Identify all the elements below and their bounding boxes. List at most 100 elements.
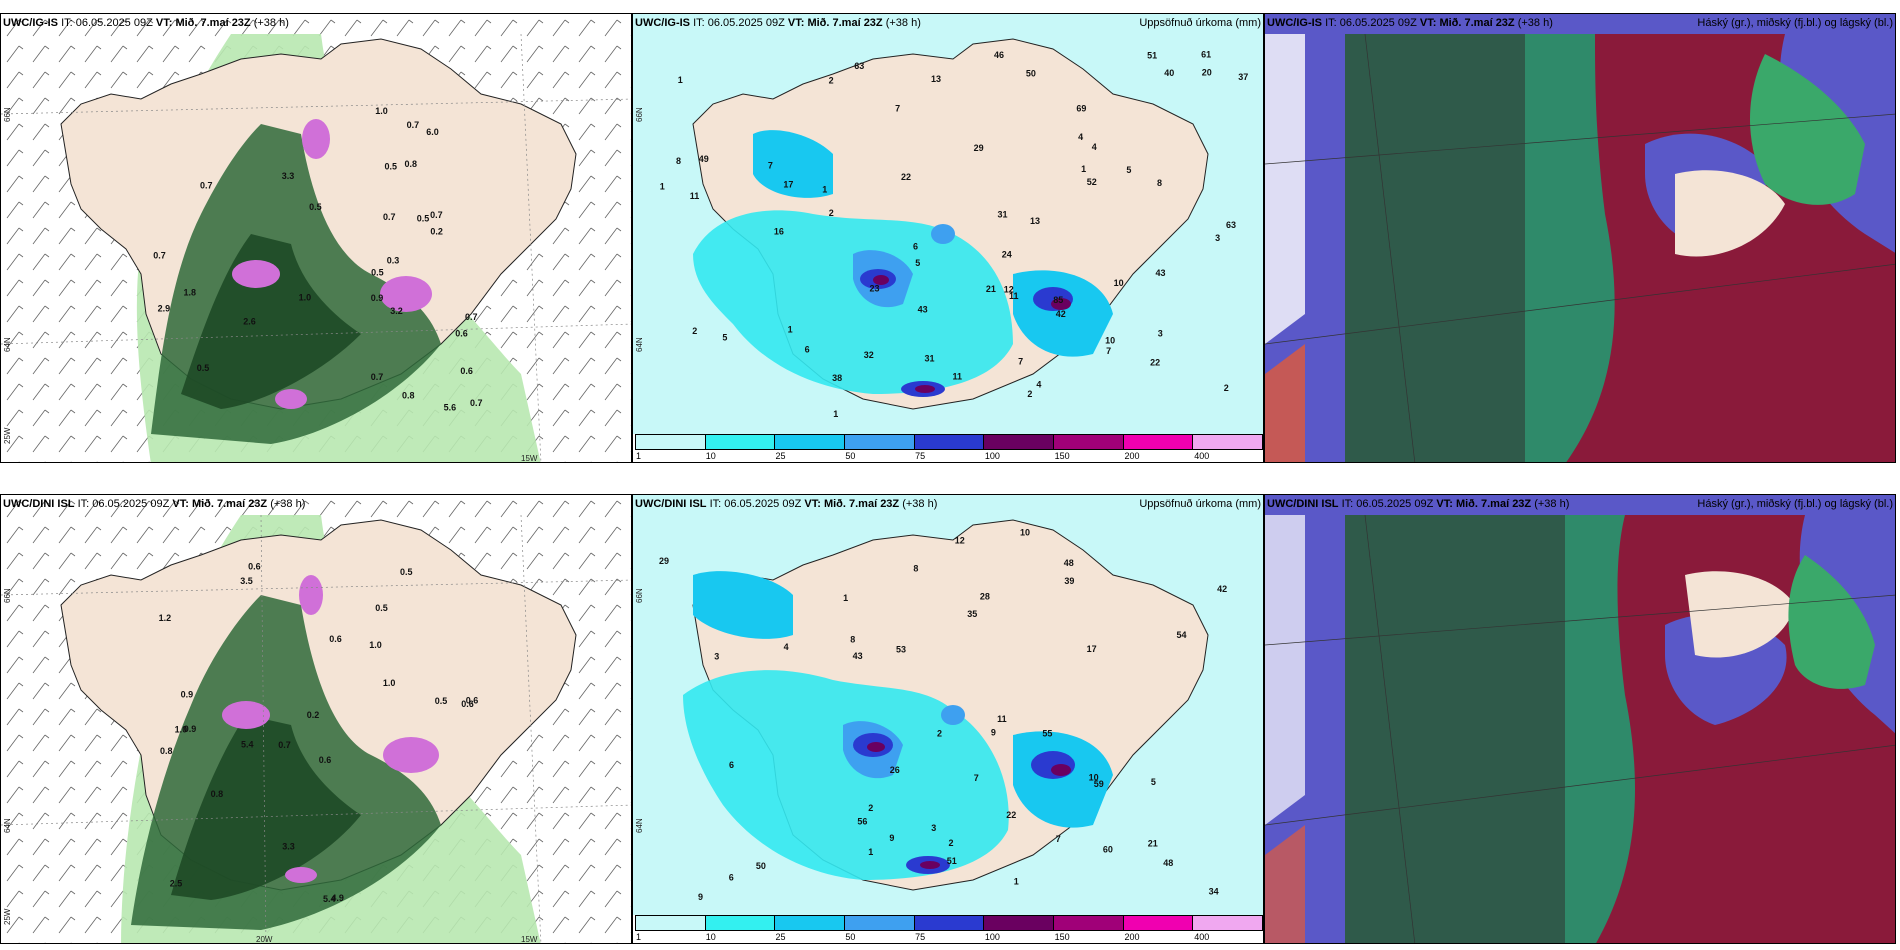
map-value-label: 13 <box>1030 216 1040 226</box>
map-value-label: 0.9 <box>184 724 197 734</box>
map-value-label: 1.0 <box>375 106 388 116</box>
colorbar-label: 1 <box>636 451 642 461</box>
map-value-label: 37 <box>1238 72 1248 82</box>
map-value-label: 2.5 <box>170 878 183 888</box>
colorbar-segment <box>845 435 915 449</box>
model-name: UWC/IG-IS <box>1267 17 1322 29</box>
wind-map-panel-1: 0.9 0.7 0.5 0.6 0.7 0.8 0.7 0.5 0.6 0.8 0.3 0.5 2.9 3… <box>0 13 632 463</box>
map-value-label: 8 <box>1157 178 1162 188</box>
lat-label: 64N <box>635 818 644 833</box>
map-value-label: 6 <box>913 242 918 252</box>
map-value-label: 3.3 <box>282 171 295 181</box>
map-value-label: 1 <box>868 847 873 857</box>
colorbar-segment <box>1054 916 1124 930</box>
map-value-label: 0.7 <box>383 212 396 222</box>
lat-label: 66N <box>3 588 12 603</box>
it-label: IT: <box>709 498 722 510</box>
lon-label: 15W <box>521 454 538 463</box>
colorbar-segment <box>1193 916 1263 930</box>
map-value-label: 38 <box>832 373 842 383</box>
map-value-label: 13 <box>931 74 941 84</box>
panel-header: UWC/IG-IS IT: 06.05.2025 09Z VT: Mið. 7.… <box>3 17 289 29</box>
map-value-label: 54 <box>1177 630 1187 640</box>
map-value-label: 0.3 <box>387 256 400 266</box>
vt-label: VT: <box>1436 498 1453 510</box>
map-value-label: 8 <box>913 564 918 574</box>
map-value-label: 11 <box>953 372 963 382</box>
map-value-label: 5 <box>722 333 727 343</box>
map-value-label: 1 <box>843 593 848 603</box>
model-name: UWC/DINI ISL <box>3 498 75 510</box>
map-value-label: 6 <box>729 872 734 882</box>
lat-label: 66N <box>3 107 12 122</box>
map-value-label: 3.5 <box>240 576 253 586</box>
map-value-label: 43 <box>853 651 863 661</box>
colorbar-label: 400 <box>1194 451 1210 461</box>
map-value-label: 3.3 <box>282 842 295 852</box>
wind-map-labels-2: 0.6 0.5 0.6 0.7 0.6 0.9 1.2 1.0 0.8 0.6 0.2 2.5 3.5 5… <box>159 561 479 904</box>
colorbar-label: 400 <box>1194 932 1210 942</box>
map-value-label: 7 <box>1018 356 1023 366</box>
map-value-label: 16 <box>774 227 784 237</box>
map-value-label: 31 <box>925 354 935 364</box>
lon-label: 15W <box>521 935 538 944</box>
map-value-label: 63 <box>854 61 864 71</box>
map-value-label: 21 <box>1148 839 1158 849</box>
map-value-label: 20 <box>1202 67 1212 77</box>
map-value-label: 5.4 <box>241 740 254 750</box>
map-value-label: 9 <box>698 892 703 902</box>
map-value-label: 10 <box>1105 336 1115 346</box>
map-value-label: 53 <box>896 644 906 654</box>
colorbar-label: 10 <box>705 451 716 461</box>
colorbar-label: 200 <box>1124 451 1140 461</box>
it-value: 06.05.2025 09Z <box>75 17 153 29</box>
map-value-label: 3 <box>714 652 719 662</box>
map-value-label: 1.2 <box>159 613 172 623</box>
map-value-label: 2 <box>1224 383 1229 393</box>
map-value-label: 1 <box>822 185 827 195</box>
colorbar-segment <box>636 916 706 930</box>
map-value-label: 0.5 <box>371 267 384 277</box>
colorbar-label: 10 <box>705 932 716 942</box>
map-value-label: 0.8 <box>211 789 224 799</box>
colorbar-label: 150 <box>1054 451 1070 461</box>
wind-map-labels-1: 0.90.70.50.60.70.80.70.50.60.80.30.52.9 3… <box>153 106 482 412</box>
it-value: 06.05.2025 09Z <box>1356 498 1434 510</box>
lat-label: 64N <box>635 337 644 352</box>
it-label: IT: <box>77 498 90 510</box>
map-value-label: 1 <box>1014 877 1019 887</box>
vt-value: Mið. 7.maí 23Z <box>1455 498 1532 510</box>
map-value-label: 0.2 <box>307 710 320 720</box>
map-value-label: 12 <box>955 536 965 546</box>
map-value-label: 0.8 <box>402 391 415 401</box>
lon-label: 20W <box>256 935 273 944</box>
precip-map-panel-1: 4 2 1 7 5 7 3 2 5 6 5 8 6 12 52 51 11 40 10 8 10 11 38 7 13 4 16 17… <box>632 13 1264 463</box>
map-value-label: 29 <box>974 143 984 153</box>
map-value-label: 1 <box>788 325 793 335</box>
lead-time: (+38 h) <box>1534 498 1570 510</box>
precip-max-blob <box>232 260 280 288</box>
map-value-label: 7 <box>1056 834 1061 844</box>
map-value-label: 7 <box>1106 346 1111 356</box>
map-value-label: 0.5 <box>375 603 388 613</box>
wind-map-svg-2: 0.6 0.5 0.6 0.7 0.6 0.9 1.2 1.0 0.8 0.6 0.2 2.5 3.5 5… <box>1 495 631 943</box>
map-value-label: 4 <box>1078 132 1083 142</box>
map-value-label: 42 <box>1217 584 1227 594</box>
map-value-label: 0.5 <box>309 202 322 212</box>
it-value: 06.05.2025 09Z <box>707 17 785 29</box>
map-value-label: 6 <box>729 760 734 770</box>
it-value: 06.05.2025 09Z <box>92 498 170 510</box>
map-value-label: 48 <box>1163 858 1173 868</box>
map-value-label: 7 <box>768 160 773 170</box>
lead-time: (+38 h) <box>270 498 306 510</box>
map-value-label: 1 <box>1081 164 1086 174</box>
map-value-label: 17 <box>1087 644 1097 654</box>
panel-header: UWC/DINI ISL IT: 06.05.2025 09Z VT: Mið.… <box>1267 498 1569 510</box>
map-value-label: 4.9 <box>331 893 344 903</box>
precip-map-labels-2: 6511781021486056344391278106242295051555… <box>659 528 1227 902</box>
map-value-label: 51 <box>1147 51 1157 61</box>
colorbar-label: 200 <box>1124 932 1140 942</box>
map-value-label: 0.7 <box>430 210 443 220</box>
lat-label: 66N <box>635 107 644 122</box>
map-value-label: 10 <box>1089 773 1099 783</box>
